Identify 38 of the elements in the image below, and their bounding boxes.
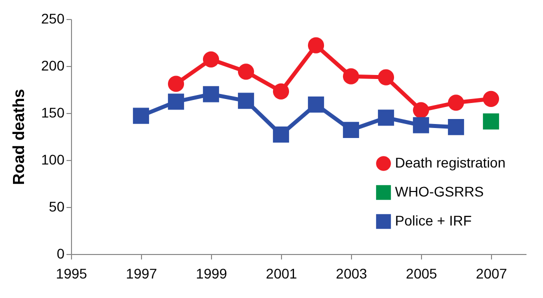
point	[482, 90, 500, 107]
y-tick-label: 100	[41, 152, 65, 168]
legend-label: WHO-GSRRS	[395, 184, 484, 200]
y-tick-label: 0	[56, 246, 65, 262]
point	[412, 117, 430, 134]
point	[448, 94, 464, 111]
point	[202, 51, 220, 68]
x-tick-label: 2001	[266, 266, 298, 282]
legend-label: Death registration	[395, 154, 506, 170]
point	[378, 110, 394, 126]
point	[272, 83, 290, 100]
point	[448, 119, 464, 136]
point	[238, 92, 254, 109]
point	[342, 122, 360, 138]
point	[482, 113, 500, 130]
point	[342, 68, 360, 84]
y-tick-label: 250	[41, 10, 65, 26]
point	[308, 37, 324, 54]
point	[272, 126, 290, 143]
x-tick-label: 1995	[56, 266, 88, 282]
point	[132, 108, 150, 124]
legend-label: Police + IRF	[395, 212, 472, 228]
x-tick-label: 2005	[406, 266, 438, 282]
x-tick-label: 2003	[336, 266, 368, 282]
y-tick-label: 200	[41, 58, 65, 74]
x-tick-label: 2007	[476, 266, 508, 282]
y-tick-label: 50	[48, 198, 65, 214]
point	[238, 64, 254, 80]
point	[202, 86, 220, 102]
x-tick-label: 1999	[196, 266, 228, 282]
point	[412, 102, 430, 118]
point	[168, 76, 184, 92]
point	[308, 96, 324, 113]
y-tick-label: 150	[41, 104, 65, 120]
point	[168, 94, 184, 110]
point	[378, 69, 394, 86]
y-axis-title: Road deaths	[11, 88, 28, 186]
x-tick-label: 1997	[126, 266, 158, 282]
